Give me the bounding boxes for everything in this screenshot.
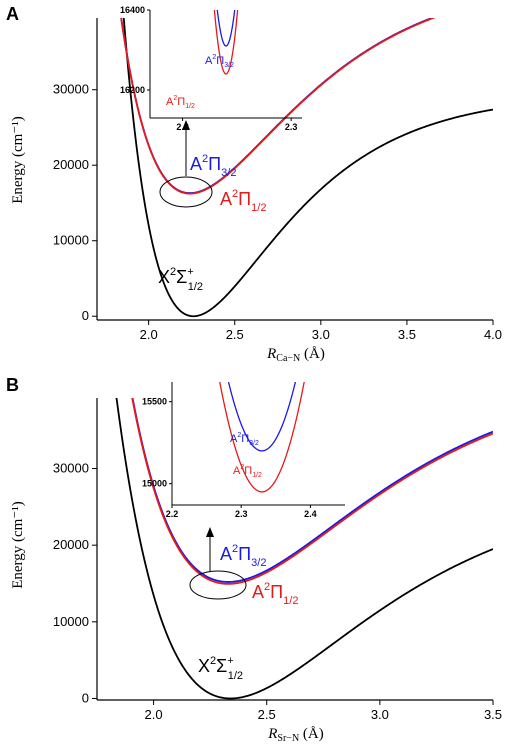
series-curve <box>120 18 436 195</box>
series-curve <box>131 398 493 585</box>
y-axis-label: Energy (cm⁻¹) <box>10 501 26 589</box>
series-curve <box>115 398 493 700</box>
inset-x-tick-label: 2.2 <box>176 122 189 132</box>
inset-y-ticks: 16200 16400 <box>120 5 150 95</box>
x-axis-label: RCa−N (Å) <box>266 346 325 364</box>
highlight-ellipse <box>189 570 247 600</box>
y-tick-label: 20000 <box>53 537 89 552</box>
inset-x-ticks: 2.2 2.3 2.4 <box>166 505 317 519</box>
panel-a: A Energy (cm⁻¹) 2.0 2.5 3.0 3.5 4.0 0 10000 20… <box>6 4 502 364</box>
y-tick-label: 10000 <box>53 233 89 248</box>
y-axis-label: Energy (cm⁻¹) <box>10 116 26 204</box>
x-ticks: 2.0 2.5 3.0 3.5 4.0 <box>140 320 502 342</box>
inset-x-tick-label: 2.2 <box>166 509 179 519</box>
x-label-unit: (Å) <box>300 346 325 362</box>
x-ticks: 2.0 2.5 3.0 3.5 <box>145 700 502 722</box>
y-tick-label: 30000 <box>53 82 89 97</box>
inset-x-tick-label: 2.3 <box>235 509 248 519</box>
inset-series-curve <box>213 10 239 75</box>
inset-curves <box>219 382 305 493</box>
x-tick-label: 3.0 <box>312 327 330 342</box>
inset: 2.2 2.3 16200 16400 A2Π3/2 A2Π1/2 <box>120 5 302 132</box>
series-curve <box>122 18 493 318</box>
inset-series-curve <box>227 382 297 452</box>
label-a-pi-3-2: A2Π3/2 <box>190 153 236 179</box>
y-tick-label: 0 <box>82 690 89 705</box>
y-tick-label: 20000 <box>53 157 89 172</box>
inset-label-a-pi-1-2: A2Π1/2 <box>233 464 262 479</box>
y-ticks: 0 10000 20000 30000 <box>53 461 97 705</box>
label-x-sigma: X2Σ+ 1/2 <box>158 266 203 293</box>
x-label-main: R <box>267 726 277 742</box>
x-tick-label: 2.5 <box>226 327 244 342</box>
panel-letter: A <box>6 4 19 24</box>
x-tick-label: 2.5 <box>258 707 276 722</box>
y-tick-label: 0 <box>82 308 89 323</box>
inset-x-tick-label: 2.4 <box>304 509 317 519</box>
inset-y-tick-label: 16400 <box>120 5 145 15</box>
label-a-pi-1-2: A2Π1/2 <box>252 581 298 607</box>
x-label-unit: (Å) <box>299 726 324 742</box>
x-tick-label: 4.0 <box>484 327 502 342</box>
inset-x-tick-label: 2.3 <box>285 122 298 132</box>
inset-y-tick-label: 15000 <box>142 479 167 489</box>
inset: 2.2 2.3 2.4 15000 15500 A2Π3/2 A2Π1/2 <box>142 382 345 519</box>
inset-label-a-pi-3-2: A2Π3/2 <box>205 54 234 69</box>
label-a-pi-3-2: A2Π3/2 <box>220 543 266 569</box>
y-tick-label: 10000 <box>53 614 89 629</box>
curves <box>120 18 493 318</box>
x-tick-label: 3.0 <box>371 707 389 722</box>
inset-y-tick-label: 15500 <box>142 397 167 407</box>
inset-label-a-pi-3-2: A2Π3/2 <box>230 432 259 447</box>
y-ticks: 0 10000 20000 30000 <box>53 82 97 323</box>
inset-series-curve <box>219 382 305 493</box>
arrow-head <box>182 120 190 130</box>
inset-y-ticks: 15000 15500 <box>142 397 172 489</box>
label-a-pi-1-2: A2Π1/2 <box>220 188 266 214</box>
x-tick-label: 2.0 <box>145 707 163 722</box>
inset-series-curve <box>216 10 236 47</box>
inset-y-tick-label: 16200 <box>120 85 145 95</box>
highlight-ellipse <box>159 176 213 208</box>
x-axis-label: RSr−N (Å) <box>267 726 324 744</box>
inset-label-a-pi-1-2: A2Π1/2 <box>166 95 195 110</box>
y-tick-label: 30000 <box>53 461 89 476</box>
x-label-main: R <box>266 346 276 362</box>
label-x-sigma: X2Σ+ 1/2 <box>198 655 243 682</box>
arrow-head <box>206 527 214 537</box>
curves <box>115 398 493 700</box>
x-tick-label: 3.5 <box>398 327 416 342</box>
panel-letter: B <box>6 375 19 395</box>
inset-curves <box>213 10 239 75</box>
x-label-sub: Ca−N <box>276 353 300 364</box>
panel-b: B Energy (cm⁻¹) 2.0 2.5 3.0 3.5 0 10000 20000… <box>6 375 502 744</box>
inset-x-ticks: 2.2 2.3 <box>176 118 297 132</box>
x-tick-label: 3.5 <box>484 707 502 722</box>
x-tick-label: 2.0 <box>140 327 158 342</box>
x-label-sub: Sr−N <box>277 733 299 744</box>
